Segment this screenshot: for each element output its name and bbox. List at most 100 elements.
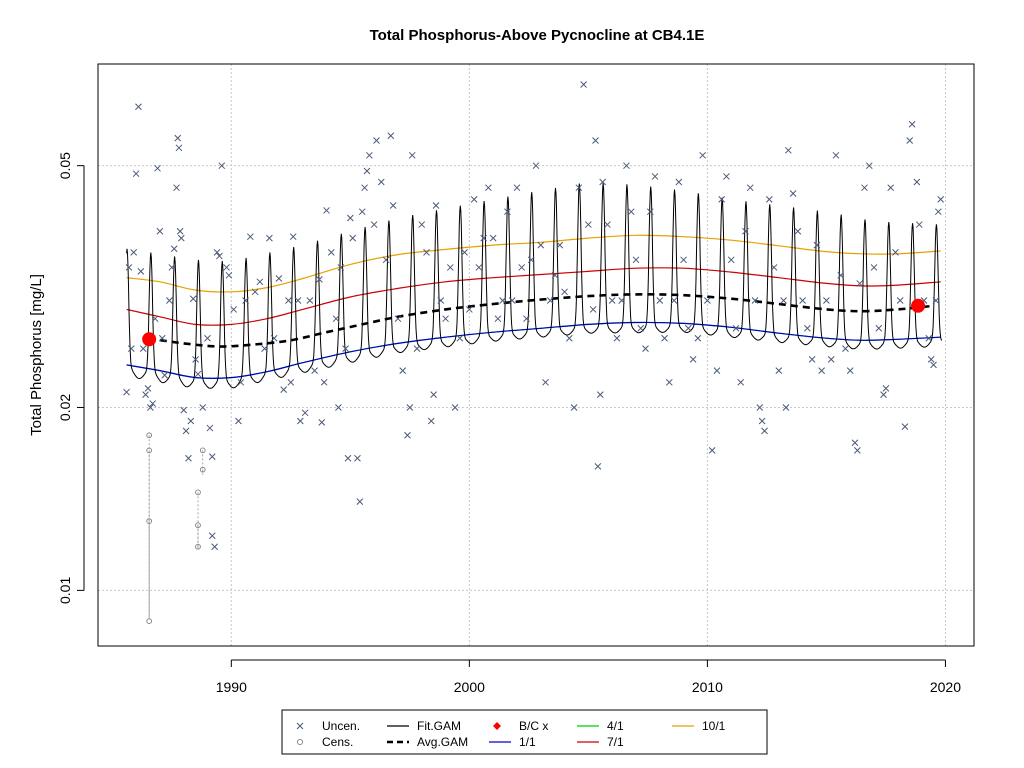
uncensored-point [906,137,914,144]
uncensored-point [175,144,183,152]
uncensored-point [289,233,297,241]
uncensored-point [727,256,735,264]
uncensored-point [480,234,487,242]
uncensored-point [608,297,616,304]
uncensored-point [746,184,754,192]
series-line-7-1 [126,267,941,326]
uncensored-point [661,334,668,342]
uncensored-point [218,162,226,170]
uncensored-point [694,334,702,342]
x-tick-label: 2020 [930,679,961,695]
legend: Uncen. Fit.GAM B/C x 4/1 10/1 Cens. Avg.GAM 1/1… [281,709,768,755]
uncensored-point [168,264,176,271]
uncensored-point [437,297,445,304]
uncensored-point [585,221,592,228]
uncensored-point [296,417,304,425]
uncensored-point [156,227,164,235]
uncensored-point [782,404,790,411]
uncensored-point [565,334,573,342]
uncensored-point [413,345,421,352]
uncensored-point [377,178,385,186]
uncensored-point [408,151,416,159]
uncensored-point [225,271,233,279]
uncensored-point [356,498,364,505]
uncensored-point [261,345,268,352]
uncensored-point [882,385,890,392]
uncensored-point [589,306,597,313]
uncensored-point [363,167,371,175]
uncensored-point [394,315,402,323]
censored-point [146,447,153,454]
uncensored-point [154,164,161,172]
uncensored-point [166,297,173,304]
uncensored-point [158,334,166,342]
uncensored-point [627,208,635,216]
uncensored-point [854,447,861,454]
uncensored-point [208,453,216,460]
uncensored-point [135,103,142,111]
uncensored-point [546,297,554,304]
uncensored-point [789,190,797,197]
uncensored-point [642,345,649,352]
points-layer [123,81,945,624]
uncensored-point [575,184,583,192]
x-tick-label: 2010 [692,679,723,695]
baseline-current-point [911,298,926,313]
uncensored-point [149,400,157,407]
uncensored-point [470,196,478,203]
uncensored-point [818,367,826,374]
uncensored-point [323,207,330,214]
plot-frame [97,63,975,647]
uncensored-point [137,267,145,275]
y-axis-label: Total Phosphorus [mg/L] [28,274,45,436]
uncensored-point [915,221,923,228]
uncensored-point [723,173,730,180]
uncensored-point [144,385,152,392]
uncensored-point [813,241,821,249]
uncensored-point [173,184,180,192]
uncensored-point [127,345,135,352]
uncensored-point [527,256,535,264]
uncensored-point [823,297,830,304]
uncensored-point [937,196,945,203]
uncensored-point [499,297,507,304]
uncensored-point [592,137,599,144]
uncensored-point [246,233,254,241]
uncensored-point [518,264,526,271]
series-line-1-1 [126,321,941,379]
chart-title: Total Phosphorus-Above Pycnocline at CB4… [370,27,705,44]
uncensored-point [713,367,721,374]
uncensored-point [532,162,540,170]
uncensored-point [780,297,787,304]
uncensored-point [335,404,342,411]
uncensored-point [927,356,935,363]
uncensored-point [475,264,483,271]
uncensored-point [151,315,159,323]
censored-point [195,543,201,550]
uncensored-point [192,356,199,363]
uncensored-point [887,184,895,192]
uncensored-point [804,324,811,332]
uncensored-point [865,162,873,170]
uncensored-point [346,214,354,222]
uncensored-point [266,234,273,242]
uncensored-point [556,241,564,249]
uncensored-point [718,196,726,203]
uncensored-point [623,162,630,170]
uncensored-point [461,249,468,256]
legend-items: Uncen. Fit.GAM B/C x 4/1 10/1 Cens. Avg.GAM 1/1… [296,719,726,749]
uncensored-point [880,391,887,398]
uncensored-point [287,378,295,386]
uncensored-point [223,264,230,271]
censored-point [146,518,153,525]
uncensored-point [842,345,849,352]
uncensored-point [542,378,549,386]
uncensored-point [896,297,904,304]
uncensored-point [837,271,845,279]
uncensored-point [523,315,530,323]
legend-symbol-diamond [493,722,501,730]
uncensored-point [875,324,883,332]
uncensored-point [142,391,149,398]
uncensored-point [799,297,806,304]
